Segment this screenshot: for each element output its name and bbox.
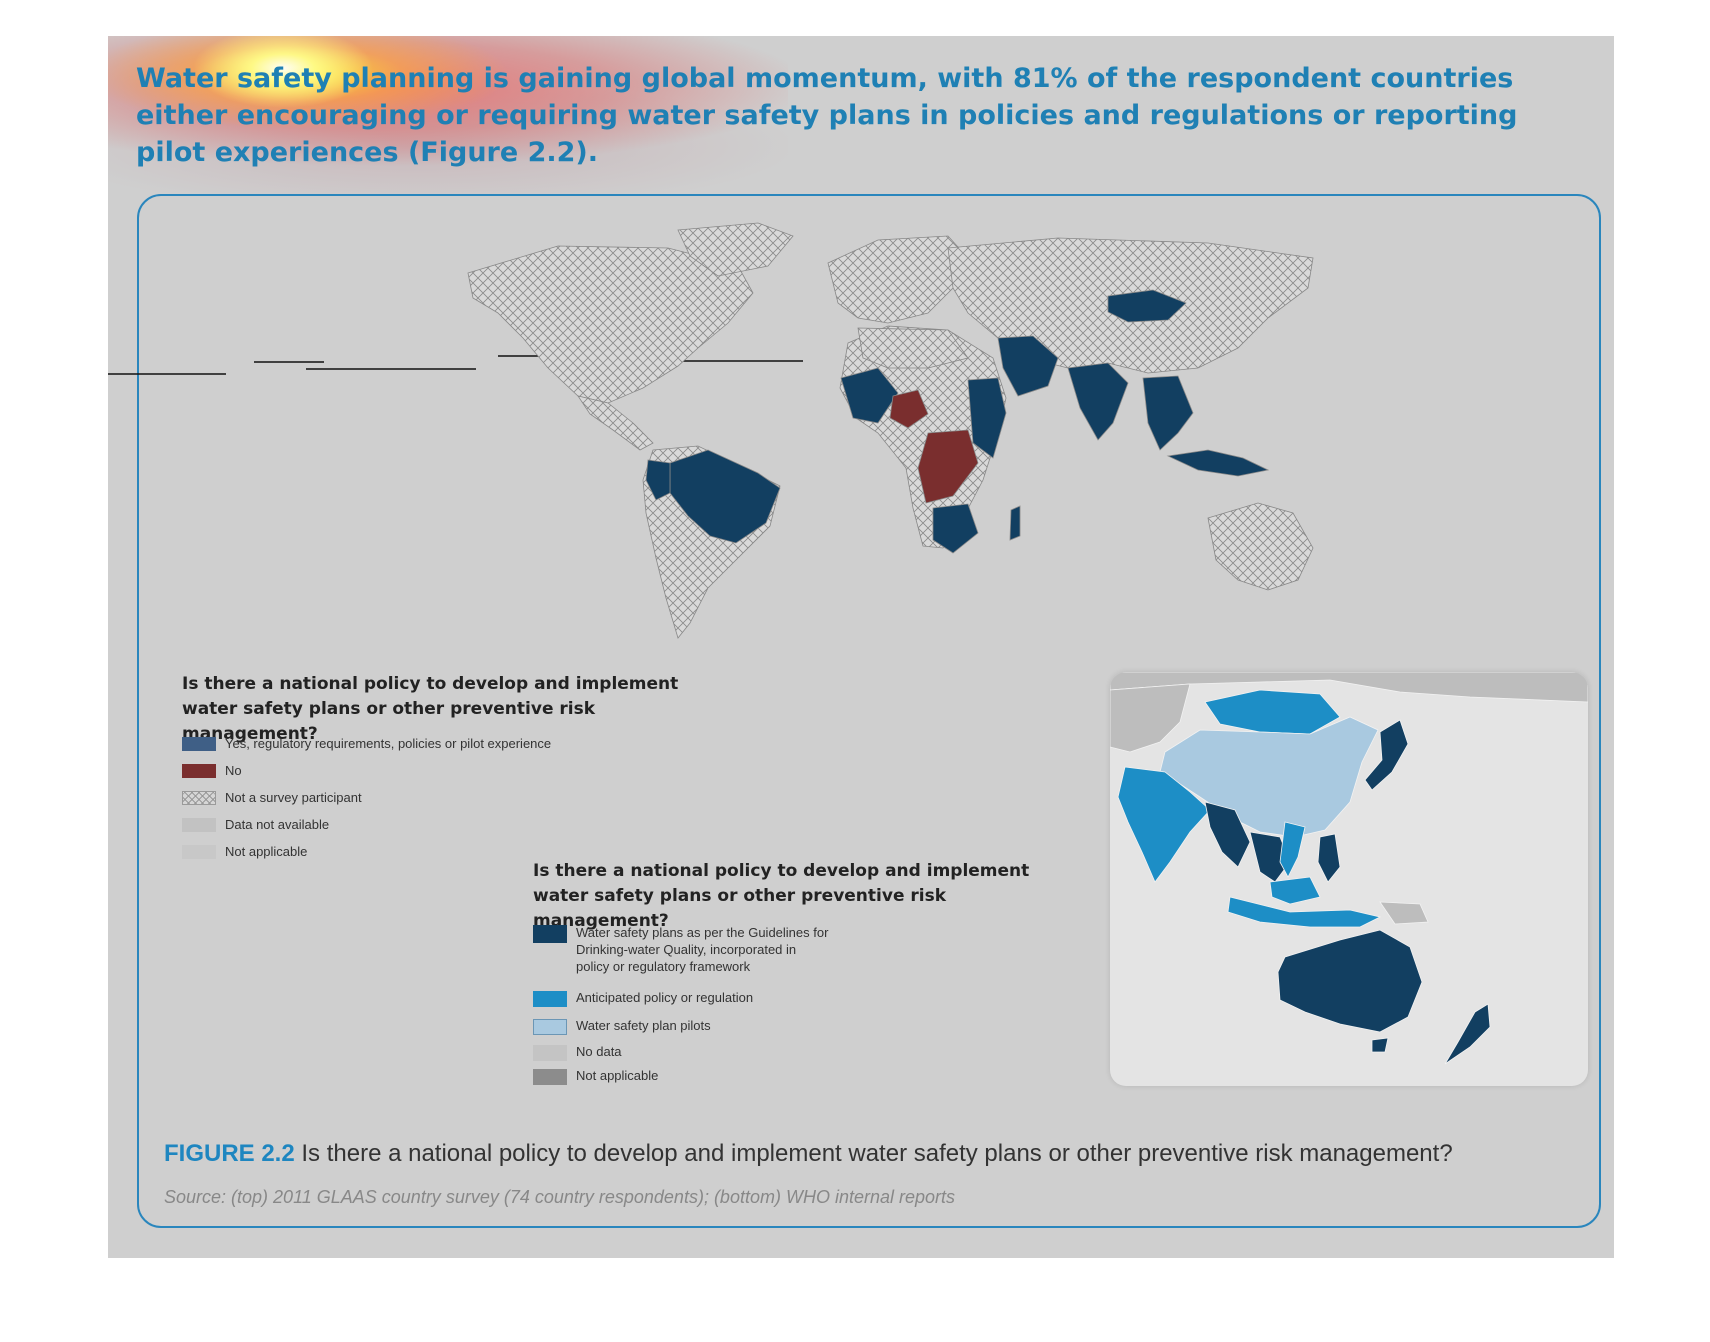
new-zealand-region — [1444, 1003, 1491, 1065]
asia-pacific-inset-map — [1110, 672, 1588, 1086]
legend-swatch-yes — [182, 737, 216, 751]
legend2-swatch-not-applicable — [533, 1069, 567, 1085]
legend-item-no: No — [182, 763, 602, 790]
central-america-region — [577, 395, 654, 451]
legend-item-not-participant: Not a survey participant — [182, 790, 602, 817]
legend-label-data-not-available: Data not available — [225, 817, 330, 832]
middle-east-region — [997, 335, 1059, 397]
central-africa-red-region — [917, 429, 979, 504]
legend-item-yes: Yes, regulatory requirements, policies o… — [182, 736, 602, 763]
east-africa-region — [967, 377, 1007, 459]
papua-region — [1379, 901, 1429, 925]
page: Water safety planning is gaining global … — [108, 36, 1614, 1258]
legend-label-not-applicable: Not applicable — [225, 844, 308, 859]
tasmania-region — [1371, 1037, 1389, 1053]
figure-caption-text: Is there a national policy to develop an… — [301, 1140, 1453, 1167]
south-asia-inset-region — [1117, 766, 1211, 883]
mongolia-inset-region — [1204, 689, 1341, 735]
australia-inset-region — [1277, 929, 1423, 1033]
legend2-swatch-navy — [533, 925, 567, 943]
madagascar-region — [1009, 505, 1021, 541]
west-africa-region — [840, 367, 899, 424]
legend2-label-no-data: No data — [576, 1044, 622, 1059]
legend-swatch-data-not-available — [182, 818, 216, 832]
legend-label-not-participant: Not a survey participant — [225, 790, 362, 805]
indochina-region — [1249, 831, 1291, 883]
legend-swatch-not-applicable — [182, 845, 216, 859]
japan-region — [1364, 719, 1409, 791]
legend2-label-anticipated: Anticipated policy or regulation — [576, 990, 754, 1005]
sahel-red-region — [889, 389, 929, 429]
asia-pacific-legend-title: Is there a national policy to develop an… — [533, 861, 1030, 931]
brazil-region — [669, 449, 781, 544]
south-asia-region — [1067, 362, 1129, 441]
southeast-asia-region — [1142, 375, 1194, 451]
legend-swatch-crosshatch — [182, 791, 216, 805]
figure-source: Source: (top) 2011 GLAAS country survey … — [164, 1187, 956, 1207]
legend2-swatch-no-data — [533, 1045, 567, 1061]
legend2-item-no-data: No data — [533, 1044, 893, 1068]
legend2-swatch-light-blue — [533, 1019, 567, 1035]
figure-caption: FIGURE 2.2 Is there a national policy to… — [164, 1140, 1453, 1168]
andean-region — [645, 459, 671, 501]
australia-region — [1207, 502, 1314, 591]
legend2-label-wsp-guidelines: Water safety plans as per the Guidelines… — [576, 925, 829, 974]
indonesia-region — [1166, 449, 1270, 477]
legend-item-not-applicable: Not applicable — [182, 844, 602, 871]
legend2-item-wsp-guidelines: Water safety plans as per the Guidelines… — [533, 924, 893, 990]
world-map — [467, 222, 1314, 639]
malaysia-region — [1269, 876, 1321, 905]
legend-label-yes: Yes, regulatory requirements, policies o… — [225, 736, 552, 751]
greenland-region — [677, 222, 794, 277]
legend2-swatch-blue — [533, 991, 567, 1007]
legend-item-data-not-available: Data not available — [182, 817, 602, 844]
vietnam-region — [1279, 821, 1306, 878]
legend2-item-anticipated: Anticipated policy or regulation — [533, 990, 893, 1018]
world-map-legend: Yes, regulatory requirements, policies o… — [182, 736, 602, 871]
legend-swatch-no — [182, 764, 216, 778]
legend2-label-not-applicable: Not applicable — [576, 1068, 659, 1083]
figure-label: FIGURE 2.2 — [164, 1140, 295, 1167]
europe-region — [827, 235, 969, 324]
china-region — [1159, 716, 1379, 838]
legend2-item-not-applicable: Not applicable — [533, 1068, 893, 1092]
headline: Water safety planning is gaining global … — [136, 63, 1518, 168]
asia-pacific-map-legend: Water safety plans as per the Guidelines… — [533, 924, 893, 1092]
kazakhstan-region — [1110, 683, 1191, 753]
southern-africa-region — [932, 503, 979, 554]
north-africa-region — [857, 327, 969, 369]
myanmar-region — [1204, 801, 1251, 868]
figure-frame — [137, 194, 1601, 1228]
legend2-label-pilots: Water safety plan pilots — [576, 1018, 711, 1033]
philippines-region — [1317, 833, 1341, 883]
mongolia-region — [1107, 289, 1187, 323]
legend-label-no: No — [225, 763, 242, 778]
indonesia-inset-region — [1227, 896, 1382, 928]
legend2-item-pilots: Water safety plan pilots — [533, 1018, 893, 1044]
